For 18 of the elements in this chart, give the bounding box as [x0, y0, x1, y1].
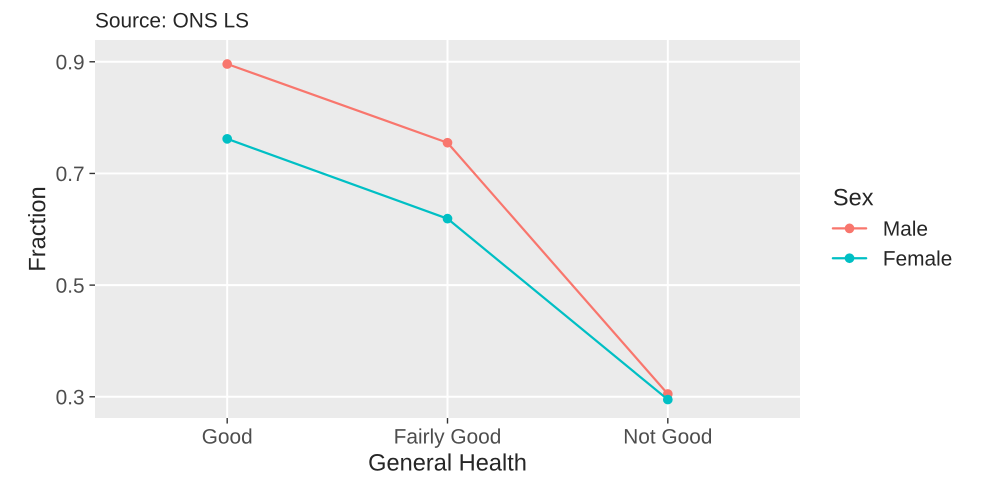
- point: [222, 134, 232, 144]
- y-tick-label: 0.5: [56, 278, 84, 293]
- y-axis-title: Fraction: [28, 188, 46, 270]
- point: [442, 138, 452, 148]
- point: [442, 214, 452, 224]
- legend-label: Female: [884, 250, 952, 266]
- y-tick-label: 0.7: [56, 166, 84, 182]
- y-tick-label: 0.3: [56, 390, 84, 405]
- x-tick-label: Good: [202, 428, 252, 444]
- x-axis-title: General Health: [369, 453, 526, 471]
- legend-title: Sex: [834, 188, 874, 206]
- x-tick-label: Not Good: [624, 428, 712, 444]
- source-note: Source: ONS LS: [96, 12, 248, 28]
- point: [222, 59, 232, 69]
- x-tick-label: Fairly Good: [395, 428, 500, 448]
- point: [662, 394, 673, 404]
- legend-label: Male: [884, 220, 928, 236]
- y-tick-label: 0.9: [56, 54, 84, 70]
